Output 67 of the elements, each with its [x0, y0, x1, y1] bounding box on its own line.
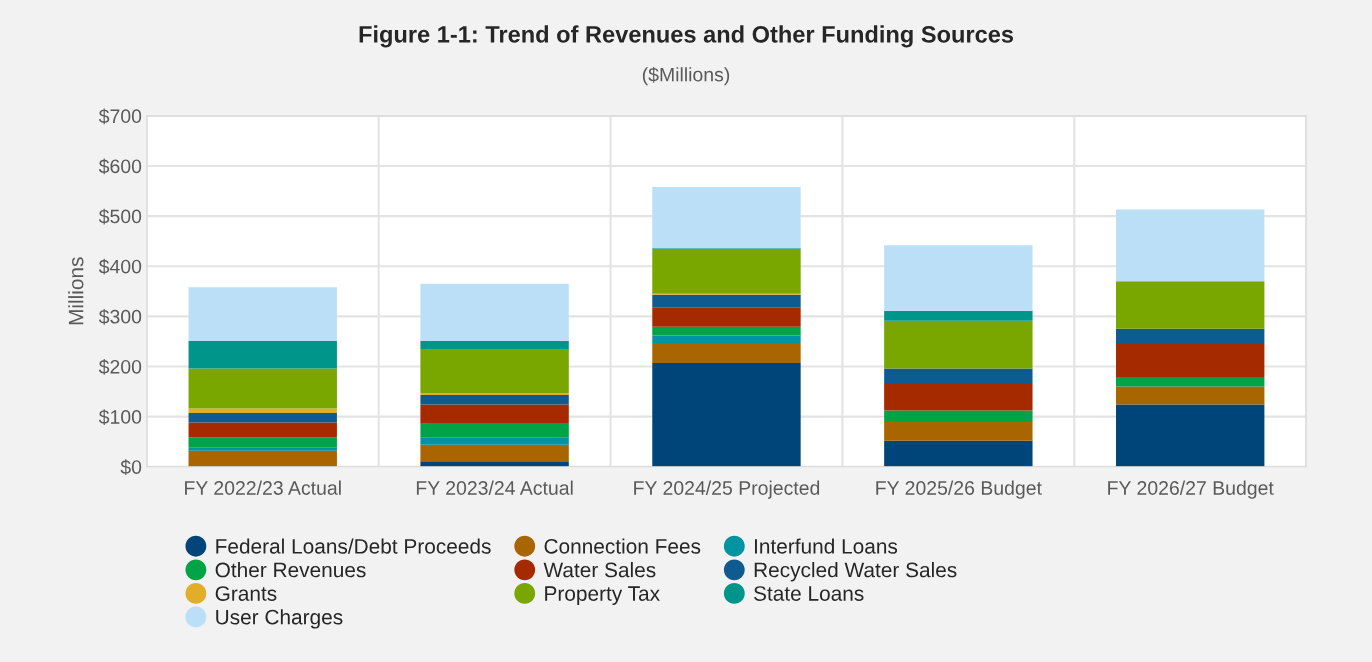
bar	[420, 423, 569, 438]
y-tick-label: $400	[98, 258, 142, 275]
y-axis-title: Millions	[68, 257, 84, 325]
chart-subtitle: ($Millions)	[642, 66, 730, 86]
bar	[420, 395, 569, 405]
x-tick-label: FY 2026/27 Budget	[1108, 480, 1274, 499]
bar	[884, 310, 1033, 321]
bar	[652, 249, 801, 294]
bar	[420, 393, 569, 396]
bar	[420, 461, 569, 467]
bar	[1116, 328, 1265, 343]
bar	[652, 307, 801, 327]
bar	[652, 335, 801, 343]
bar	[188, 368, 337, 409]
legend-label: User Charges	[216, 609, 343, 629]
bar	[420, 340, 569, 349]
bar	[420, 348, 569, 394]
chart-title: Figure 1-1: Trend of Revenues and Other Funding Sources	[359, 25, 1014, 48]
bar	[188, 450, 337, 467]
legend-label: Property Tax	[545, 586, 660, 606]
legend-label: Recycled Water Sales	[754, 562, 957, 582]
bar	[188, 287, 337, 341]
bar	[420, 404, 569, 424]
y-tick-label: $100	[98, 409, 142, 425]
bar	[884, 383, 1033, 411]
bar	[420, 437, 569, 445]
bar	[652, 187, 801, 249]
bar	[652, 326, 801, 336]
bar	[188, 447, 337, 451]
y-tick-label: $700	[98, 108, 142, 125]
y-tick-label: $500	[98, 208, 142, 225]
y-tick-label: $0	[120, 459, 142, 476]
legend-label: Federal Loans/Debt Proceeds	[216, 538, 491, 554]
bar	[420, 444, 569, 462]
bar	[652, 342, 801, 363]
bar	[884, 410, 1033, 423]
bar	[188, 340, 337, 369]
bar	[1116, 209, 1265, 282]
bar	[884, 368, 1033, 383]
legend-label: Other Revenues	[215, 562, 366, 578]
y-tick-label: $600	[98, 158, 142, 175]
bar	[188, 422, 337, 438]
legend-label: State Loans	[754, 586, 864, 601]
bar	[652, 294, 801, 308]
x-tick-label: FY 2023/24 Actual	[416, 480, 573, 495]
bar	[1116, 386, 1265, 405]
legend-label: Water Sales	[543, 562, 656, 578]
bar	[1116, 404, 1265, 467]
bar	[1116, 281, 1265, 329]
bar	[1116, 342, 1265, 377]
bar	[188, 437, 337, 448]
y-tick-label: $300	[98, 308, 142, 325]
bar	[884, 440, 1033, 467]
bar	[188, 413, 337, 423]
legend-label: Connection Fees	[544, 538, 701, 554]
bar	[884, 245, 1033, 311]
legend-label: Interfund Loans	[754, 538, 898, 554]
bar	[884, 320, 1033, 369]
x-tick-label: FY 2024/25 Projected	[634, 480, 820, 499]
bar	[1116, 376, 1265, 387]
legend-label: Grants	[215, 586, 277, 601]
bar	[652, 362, 801, 467]
x-tick-label: FY 2022/23 Actual	[185, 480, 341, 495]
x-tick-label: FY 2025/26 Budget	[876, 480, 1042, 499]
bar	[884, 422, 1033, 441]
y-tick-label: $200	[98, 359, 142, 375]
bar	[420, 283, 569, 341]
